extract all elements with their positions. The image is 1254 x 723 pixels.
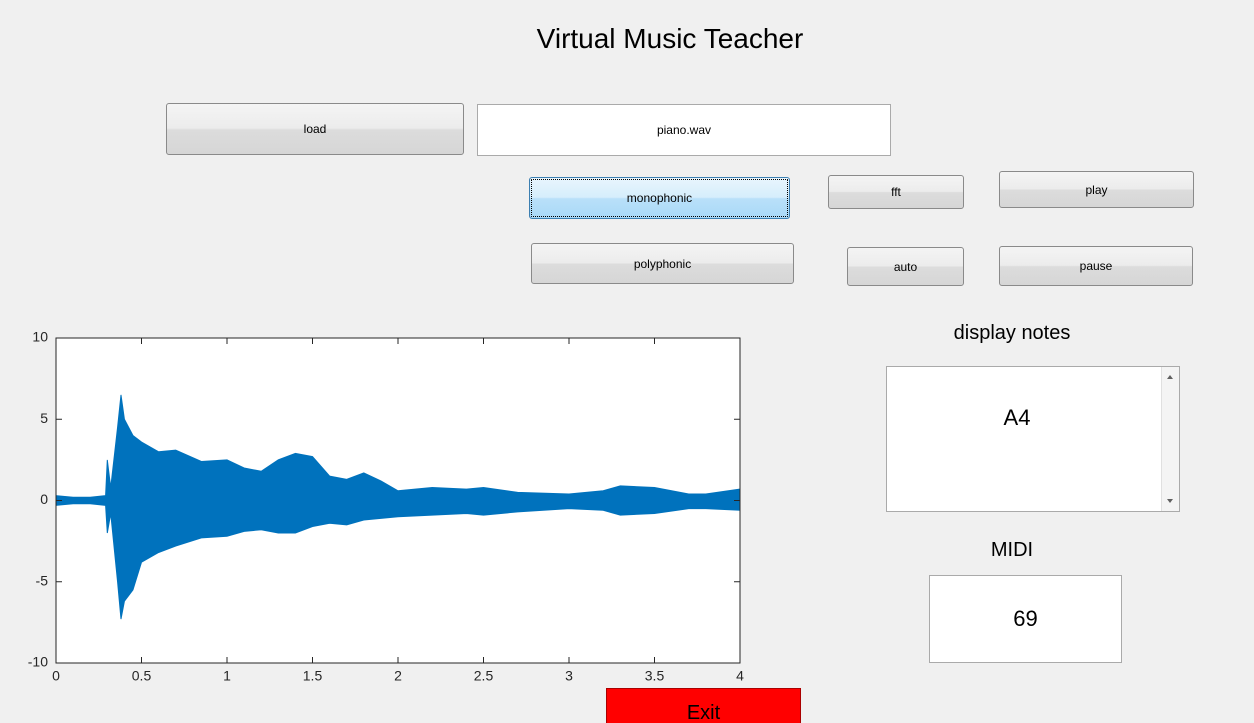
fft-button[interactable]: fft xyxy=(828,175,964,209)
pause-button[interactable]: pause xyxy=(999,246,1193,286)
scrollbar[interactable] xyxy=(1161,367,1179,511)
waveform-area xyxy=(55,500,741,620)
file-field[interactable]: piano.wav xyxy=(477,104,891,156)
y-tick-label: 5 xyxy=(40,410,48,426)
axes-box xyxy=(55,337,741,664)
scroll-up[interactable] xyxy=(1167,375,1173,379)
monophonic-button[interactable]: monophonic xyxy=(529,177,790,219)
waveform-area xyxy=(55,394,741,501)
x-tick-label: 4 xyxy=(736,668,744,684)
play-button[interactable]: play xyxy=(999,171,1194,208)
exit-button[interactable]: Exit xyxy=(606,688,801,723)
y-tick-label: 10 xyxy=(32,329,48,345)
y-tick-label: 0 xyxy=(40,491,48,507)
notes-label: display notes xyxy=(953,321,1071,344)
midi-label: MIDI xyxy=(990,538,1034,561)
midi-field: 69 xyxy=(929,575,1122,663)
x-tick-label: 3.5 xyxy=(645,668,665,684)
y-tick-label: -10 xyxy=(28,654,48,670)
y-tick-label: -5 xyxy=(36,572,49,588)
x-tick-label: 3 xyxy=(565,668,573,684)
x-tick-label: 0.5 xyxy=(132,668,152,684)
notes-listbox[interactable]: A4 xyxy=(886,366,1180,512)
x-tick-label: 1 xyxy=(223,668,231,684)
app-title: Virtual Music Teacher xyxy=(536,23,804,54)
x-tick-label: 0 xyxy=(52,668,60,684)
x-tick-label: 2.5 xyxy=(474,668,494,684)
x-tick-label: 1.5 xyxy=(303,668,323,684)
scroll-down[interactable] xyxy=(1167,499,1173,503)
note-item[interactable]: A4 xyxy=(1003,405,1031,430)
auto-button[interactable]: auto xyxy=(847,247,964,286)
load-button[interactable]: load xyxy=(166,103,464,155)
x-tick-label: 2 xyxy=(394,668,402,684)
polyphonic-button[interactable]: polyphonic xyxy=(531,243,794,284)
